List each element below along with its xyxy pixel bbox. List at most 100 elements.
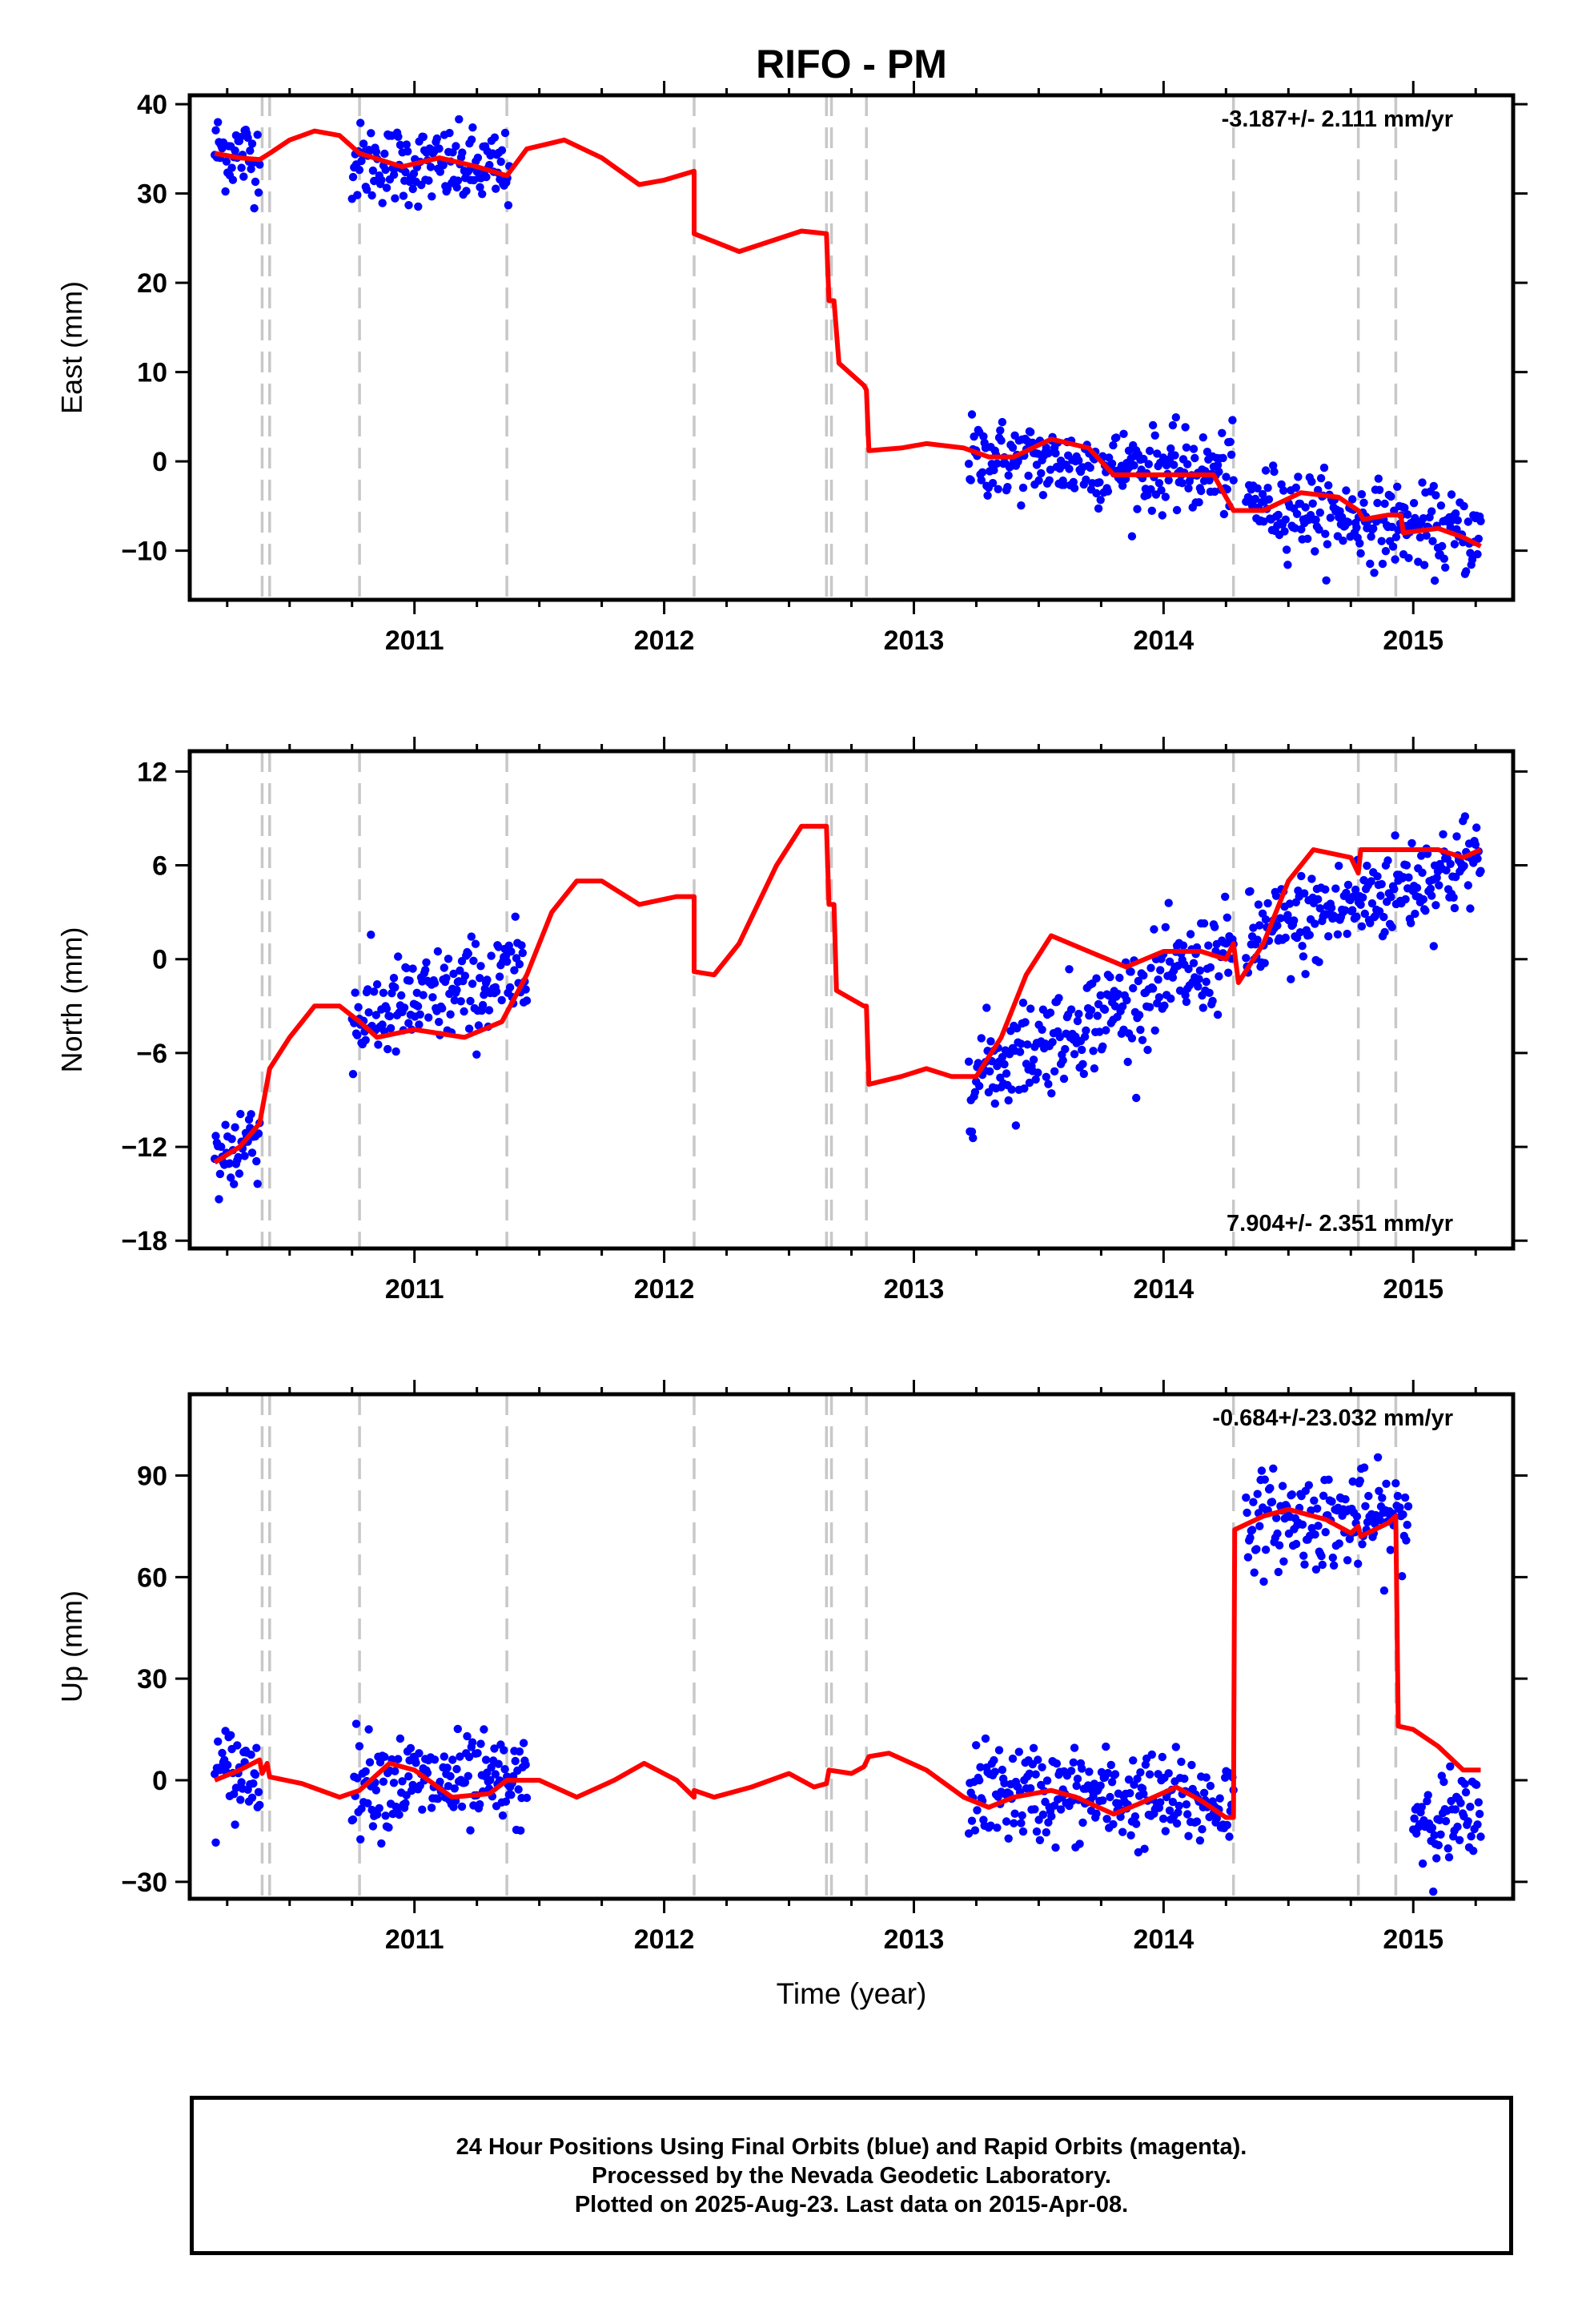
data-point (1156, 966, 1165, 975)
data-point (1356, 900, 1365, 910)
data-point (1165, 957, 1174, 967)
data-point (1198, 1825, 1207, 1834)
data-point (1154, 975, 1162, 984)
data-point (1373, 498, 1382, 508)
data-point (1199, 1788, 1209, 1797)
data-point (237, 163, 246, 172)
data-point (1473, 1820, 1482, 1829)
data-point (408, 964, 417, 973)
data-point (497, 146, 507, 155)
data-point (1269, 1464, 1278, 1474)
data-point (978, 468, 987, 476)
data-point (1441, 1816, 1451, 1826)
data-point (1078, 1818, 1087, 1827)
data-point (1255, 921, 1264, 930)
data-point (1273, 1529, 1282, 1538)
data-point (1466, 549, 1475, 557)
data-point (1206, 963, 1215, 972)
data-point (1295, 928, 1305, 937)
data-point (1138, 1035, 1147, 1045)
data-point (998, 1765, 1007, 1775)
data-point (221, 187, 230, 196)
data-point (1255, 1522, 1264, 1530)
data-point (415, 1749, 424, 1758)
data-point (1473, 549, 1482, 559)
data-point (1202, 977, 1211, 987)
data-point (1184, 484, 1193, 493)
data-point (460, 1778, 470, 1787)
data-point (1321, 529, 1330, 538)
data-point (977, 476, 986, 485)
rate-label: 7.904+/- 2.351 mm/yr (1227, 1211, 1453, 1236)
data-point (1118, 1827, 1127, 1836)
data-point (1348, 495, 1357, 504)
data-point (1352, 1512, 1362, 1521)
data-point (1450, 540, 1460, 549)
data-point (1050, 1801, 1059, 1810)
data-point (1460, 1779, 1469, 1788)
data-point (1100, 1005, 1110, 1015)
data-point (487, 951, 496, 960)
data-point (1464, 517, 1473, 526)
data-point (1328, 1553, 1338, 1562)
data-point (1161, 493, 1170, 501)
data-point (1281, 515, 1291, 524)
data-point (1370, 569, 1379, 577)
data-point (382, 183, 391, 192)
data-point (421, 966, 430, 975)
data-point (1078, 1059, 1087, 1069)
data-point (1431, 901, 1440, 910)
data-point (236, 1795, 245, 1804)
x-tick-label: 2015 (1383, 1924, 1443, 1955)
x-tick-label: 2015 (1383, 1274, 1443, 1305)
data-point (976, 1763, 985, 1771)
data-point (516, 1826, 525, 1835)
data-point (1034, 476, 1043, 485)
data-point (1164, 476, 1173, 485)
data-point (1435, 1815, 1444, 1824)
footer-box: 24 Hour Positions Using Final Orbits (bl… (190, 2096, 1513, 2255)
x-tick-label: 2013 (884, 1274, 945, 1305)
data-point (422, 958, 431, 967)
data-point (1213, 460, 1223, 469)
data-point (1054, 994, 1063, 1003)
data-point (401, 167, 410, 177)
data-point (1044, 1080, 1053, 1088)
data-point (1335, 862, 1343, 870)
data-point (1215, 972, 1223, 981)
data-point (986, 1067, 994, 1076)
data-point (1252, 1545, 1261, 1554)
data-point (1473, 854, 1482, 863)
data-point (498, 1811, 508, 1820)
data-point (967, 410, 977, 419)
data-point (430, 979, 440, 987)
data-point (1391, 831, 1399, 840)
data-point (1351, 885, 1360, 895)
data-point (1181, 423, 1190, 432)
data-point (1051, 448, 1060, 458)
data-point (517, 941, 526, 950)
data-point (1164, 899, 1173, 907)
data-point (402, 963, 411, 973)
data-point (1059, 480, 1069, 489)
data-point (227, 163, 236, 172)
data-point (1299, 1551, 1308, 1560)
data-point (375, 1803, 383, 1813)
data-point (1154, 1770, 1162, 1779)
data-point (1226, 437, 1235, 446)
data-point (467, 932, 476, 941)
data-point (415, 1020, 424, 1029)
data-point (1092, 1809, 1101, 1818)
data-point (1291, 524, 1299, 533)
data-point (1314, 895, 1323, 904)
data-point (1343, 929, 1351, 939)
data-point (1427, 1823, 1437, 1832)
data-point (1215, 1794, 1224, 1803)
data-point (227, 1731, 235, 1739)
data-point (483, 975, 492, 984)
data-point (495, 972, 504, 981)
data-point (1456, 1799, 1465, 1807)
data-point (1182, 997, 1191, 1007)
x-tick-label: 2012 (634, 1274, 695, 1305)
y-tick-label: 40 (137, 90, 167, 120)
